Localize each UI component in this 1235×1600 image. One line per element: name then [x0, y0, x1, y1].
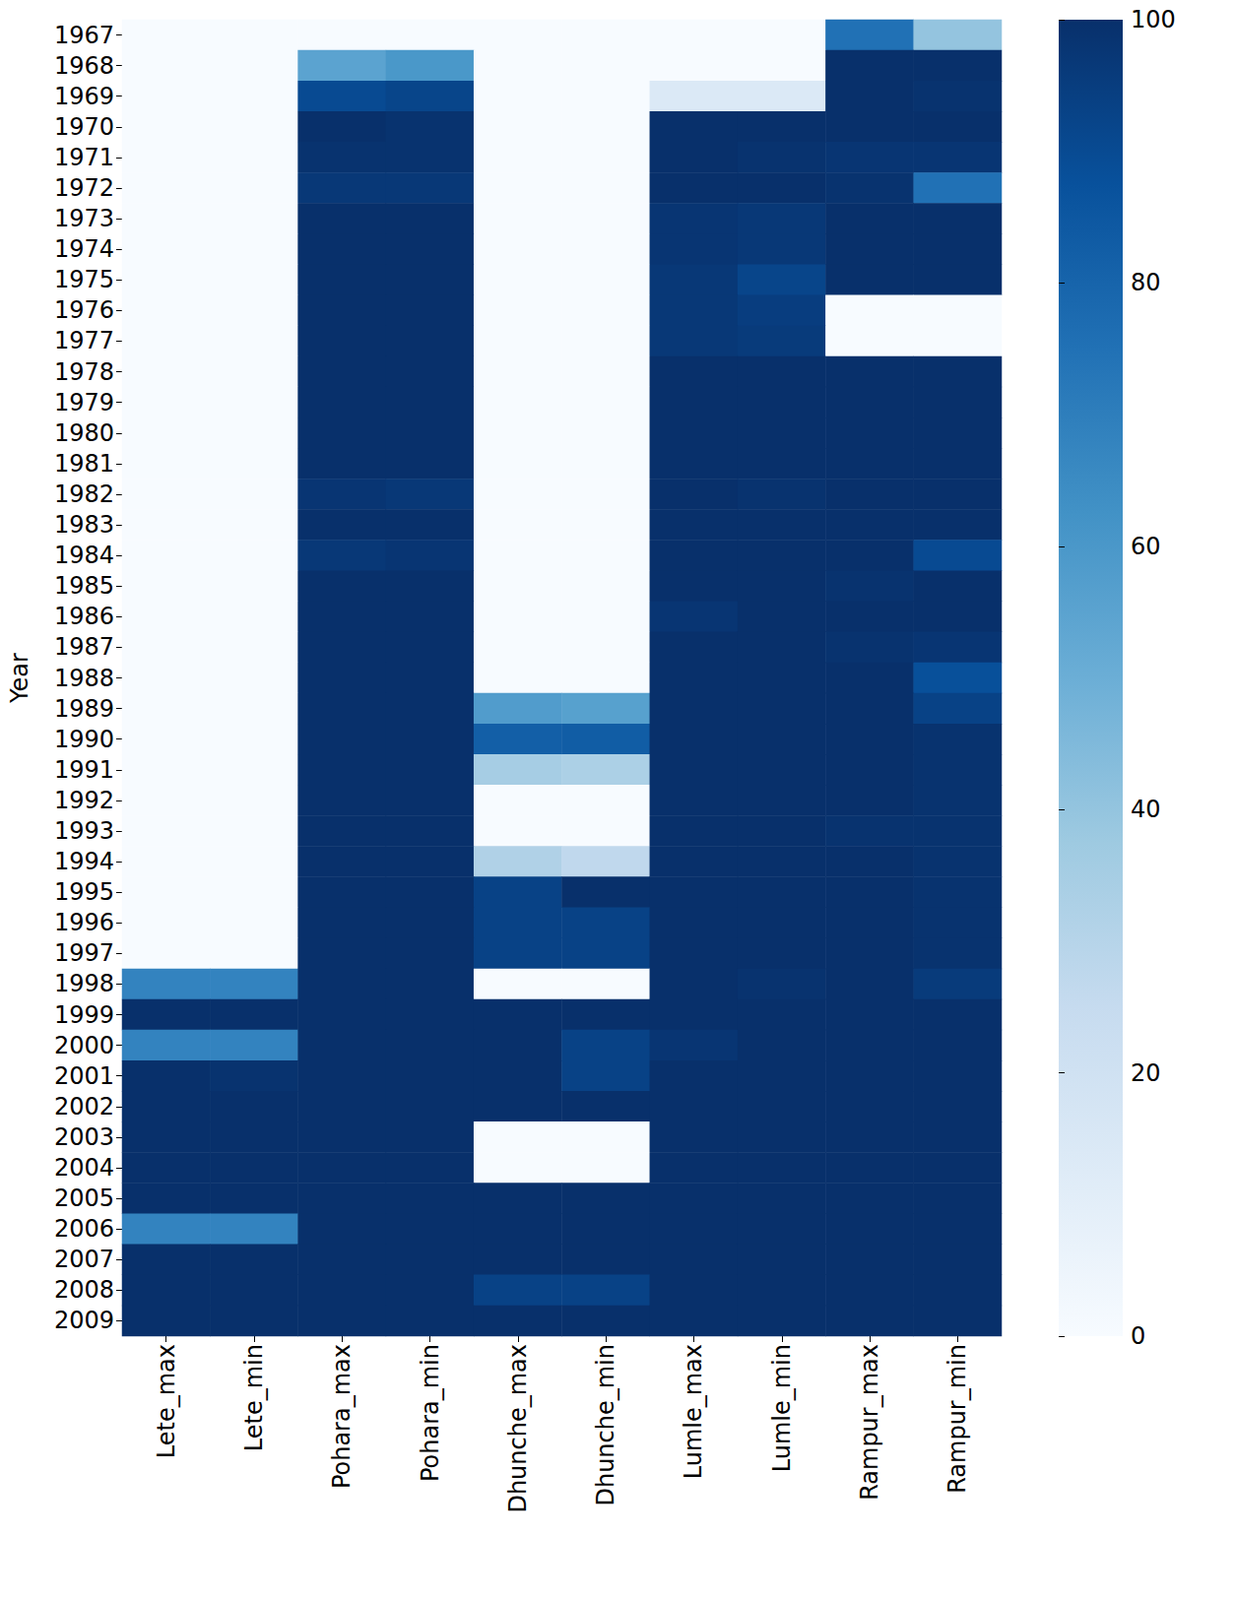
svg-text:1980: 1980 [54, 419, 115, 448]
svg-text:1987: 1987 [54, 633, 115, 661]
svg-text:1996: 1996 [54, 909, 115, 937]
svg-text:1976: 1976 [54, 296, 115, 325]
svg-text:1999: 1999 [54, 1001, 115, 1030]
svg-text:1990: 1990 [54, 725, 115, 754]
svg-text:1977: 1977 [54, 326, 115, 355]
svg-text:Lumle_max: Lumle_max [679, 1344, 708, 1480]
svg-text:2005: 2005 [54, 1184, 115, 1213]
svg-text:0: 0 [1130, 1322, 1146, 1351]
svg-text:1969: 1969 [54, 82, 115, 111]
svg-text:Year: Year [5, 652, 34, 705]
svg-text:Lete_min: Lete_min [240, 1344, 268, 1452]
svg-text:1981: 1981 [54, 450, 115, 478]
svg-text:2008: 2008 [54, 1276, 115, 1304]
svg-text:1986: 1986 [54, 602, 115, 631]
svg-text:1992: 1992 [54, 786, 115, 815]
svg-text:Lete_max: Lete_max [152, 1344, 181, 1459]
svg-text:2002: 2002 [54, 1093, 115, 1121]
svg-text:2009: 2009 [54, 1306, 115, 1335]
svg-text:20: 20 [1130, 1059, 1162, 1088]
svg-text:2007: 2007 [54, 1245, 115, 1274]
svg-text:Pohara_min: Pohara_min [416, 1344, 445, 1483]
svg-text:1984: 1984 [54, 541, 115, 570]
svg-text:1975: 1975 [54, 265, 115, 294]
svg-text:2001: 2001 [54, 1062, 115, 1091]
svg-text:1997: 1997 [54, 939, 115, 968]
svg-text:1978: 1978 [54, 358, 115, 387]
svg-text:80: 80 [1130, 268, 1162, 297]
svg-text:1988: 1988 [54, 664, 115, 693]
svg-text:Dhunche_max: Dhunche_max [504, 1344, 532, 1514]
svg-text:1968: 1968 [54, 52, 115, 80]
svg-text:Dhunche_min: Dhunche_min [591, 1344, 620, 1507]
svg-text:1994: 1994 [54, 847, 115, 876]
svg-text:2004: 2004 [54, 1154, 115, 1182]
svg-text:Rampur_min: Rampur_min [943, 1344, 972, 1495]
svg-text:1972: 1972 [54, 174, 115, 202]
svg-text:1971: 1971 [54, 143, 115, 172]
svg-text:Pohara_max: Pohara_max [327, 1344, 356, 1490]
svg-text:1974: 1974 [54, 235, 115, 263]
svg-text:Rampur_max: Rampur_max [855, 1344, 884, 1501]
svg-text:1979: 1979 [54, 389, 115, 417]
svg-text:60: 60 [1130, 532, 1162, 561]
svg-text:2006: 2006 [54, 1215, 115, 1243]
svg-text:1970: 1970 [54, 113, 115, 141]
svg-text:Lumle_min: Lumle_min [768, 1344, 796, 1473]
svg-text:1985: 1985 [54, 572, 115, 600]
svg-text:100: 100 [1130, 5, 1176, 34]
svg-text:40: 40 [1130, 795, 1162, 824]
svg-text:1989: 1989 [54, 695, 115, 723]
svg-text:1967: 1967 [54, 21, 115, 50]
svg-text:1993: 1993 [54, 817, 115, 845]
svg-text:1983: 1983 [54, 511, 115, 539]
svg-text:1995: 1995 [54, 878, 115, 907]
svg-text:2000: 2000 [54, 1032, 115, 1060]
svg-text:1998: 1998 [54, 970, 115, 998]
svg-text:1991: 1991 [54, 756, 115, 784]
svg-text:1982: 1982 [54, 480, 115, 509]
svg-text:1973: 1973 [54, 204, 115, 233]
svg-text:2003: 2003 [54, 1123, 115, 1152]
